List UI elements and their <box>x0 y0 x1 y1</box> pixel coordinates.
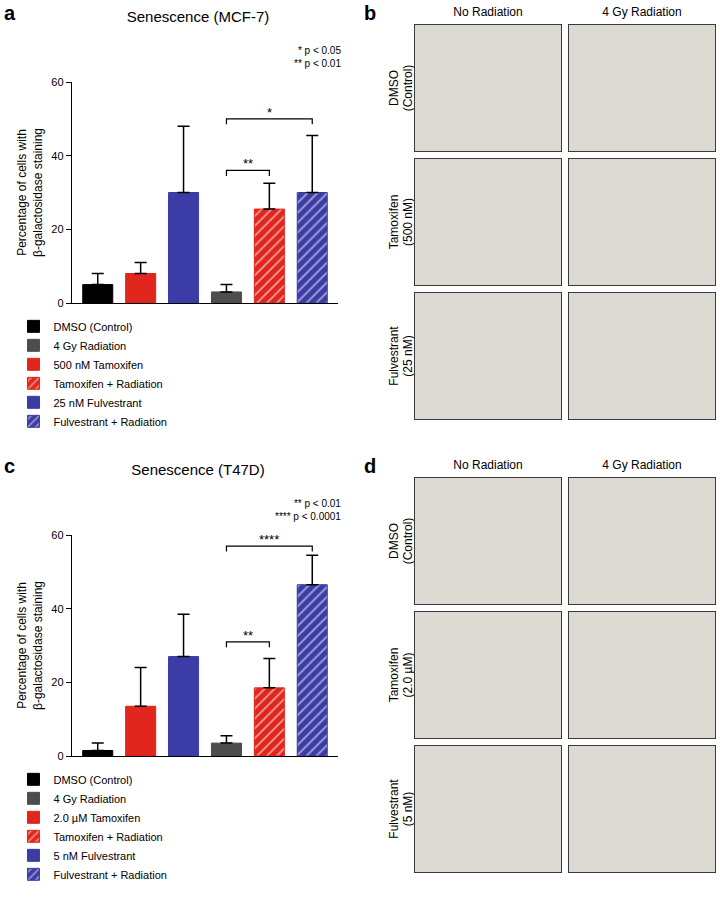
svg-text:20: 20 <box>51 223 63 235</box>
svg-text:Senescence (T47D): Senescence (T47D) <box>131 461 264 478</box>
html-text:a: a <box>4 2 16 24</box>
html-text:Tamoxifen: Tamoxifen <box>387 647 401 703</box>
svg-text:** p < 0.01**** p < 0.0001: ** p < 0.01**** p < 0.0001 <box>275 498 341 522</box>
svg-text:*: * <box>267 105 272 120</box>
html-text:(Control): (Control) <box>401 64 415 112</box>
html-text:Fulvestrant: Fulvestrant <box>387 326 401 386</box>
svg-text:4 Gy Radiation: 4 Gy Radiation <box>53 340 126 352</box>
svg-text:0: 0 <box>57 750 63 762</box>
svg-text:Fulvestrant + Radiation: Fulvestrant + Radiation <box>53 416 166 428</box>
svg-text:500 nM Tamoxifen: 500 nM Tamoxifen <box>53 359 143 371</box>
svg-text:****: **** <box>259 532 279 547</box>
svg-text:4 Gy Radiation: 4 Gy Radiation <box>53 793 126 805</box>
html-text:d: d <box>364 455 377 477</box>
svg-text:DMSO (Control): DMSO (Control) <box>53 321 132 333</box>
html-text:c: c <box>4 455 16 477</box>
svg-text:* p < 0.05** p < 0.01: * p < 0.05** p < 0.01 <box>294 45 341 69</box>
svg-text:Tamoxifen + Radiation: Tamoxifen + Radiation <box>53 378 162 390</box>
svg-text:5 nM Fulvestrant: 5 nM Fulvestrant <box>53 850 135 862</box>
html-text:No Radiation: No Radiation <box>453 5 523 19</box>
html-text:(25 nM): (25 nM) <box>401 335 415 377</box>
html-text:4 Gy Radiation: 4 Gy Radiation <box>602 5 682 19</box>
html-text:(500 nM): (500 nM) <box>401 198 415 246</box>
svg-text:20: 20 <box>51 676 63 688</box>
html-text:(Control): (Control) <box>401 517 415 565</box>
svg-text:Senescence (MCF-7): Senescence (MCF-7) <box>127 8 270 25</box>
html-text:(2.0 µM): (2.0 µM) <box>401 652 415 698</box>
html-text:No Radiation: No Radiation <box>453 458 523 472</box>
svg-text:60: 60 <box>51 529 63 541</box>
html-text:DMSO: DMSO <box>387 523 401 559</box>
svg-text:Tamoxifen + Radiation: Tamoxifen + Radiation <box>53 831 162 843</box>
svg-text:Percentage of cells withβ-gala: Percentage of cells withβ-galactosidase … <box>15 581 45 710</box>
html-text:4 Gy Radiation: 4 Gy Radiation <box>602 458 682 472</box>
svg-text:2.0 µM Tamoxifen: 2.0 µM Tamoxifen <box>53 812 140 824</box>
svg-text:40: 40 <box>51 150 63 162</box>
html-text:Tamoxifen: Tamoxifen <box>387 194 401 250</box>
svg-text:0: 0 <box>57 297 63 309</box>
svg-text:DMSO (Control): DMSO (Control) <box>53 774 132 786</box>
html-text:Fulvestrant: Fulvestrant <box>387 779 401 839</box>
svg-text:25 nM Fulvestrant: 25 nM Fulvestrant <box>53 397 141 409</box>
svg-text:60: 60 <box>51 76 63 88</box>
svg-text:**: ** <box>243 156 253 171</box>
html-text:b: b <box>364 2 377 24</box>
svg-text:**: ** <box>243 628 253 643</box>
svg-text:Percentage of cells withβ-gala: Percentage of cells withβ-galactosidase … <box>15 128 45 257</box>
html-text:DMSO: DMSO <box>387 70 401 106</box>
svg-text:40: 40 <box>51 603 63 615</box>
html-text:(5 nM): (5 nM) <box>401 791 415 827</box>
svg-text:Fulvestrant + Radiation: Fulvestrant + Radiation <box>53 869 166 881</box>
